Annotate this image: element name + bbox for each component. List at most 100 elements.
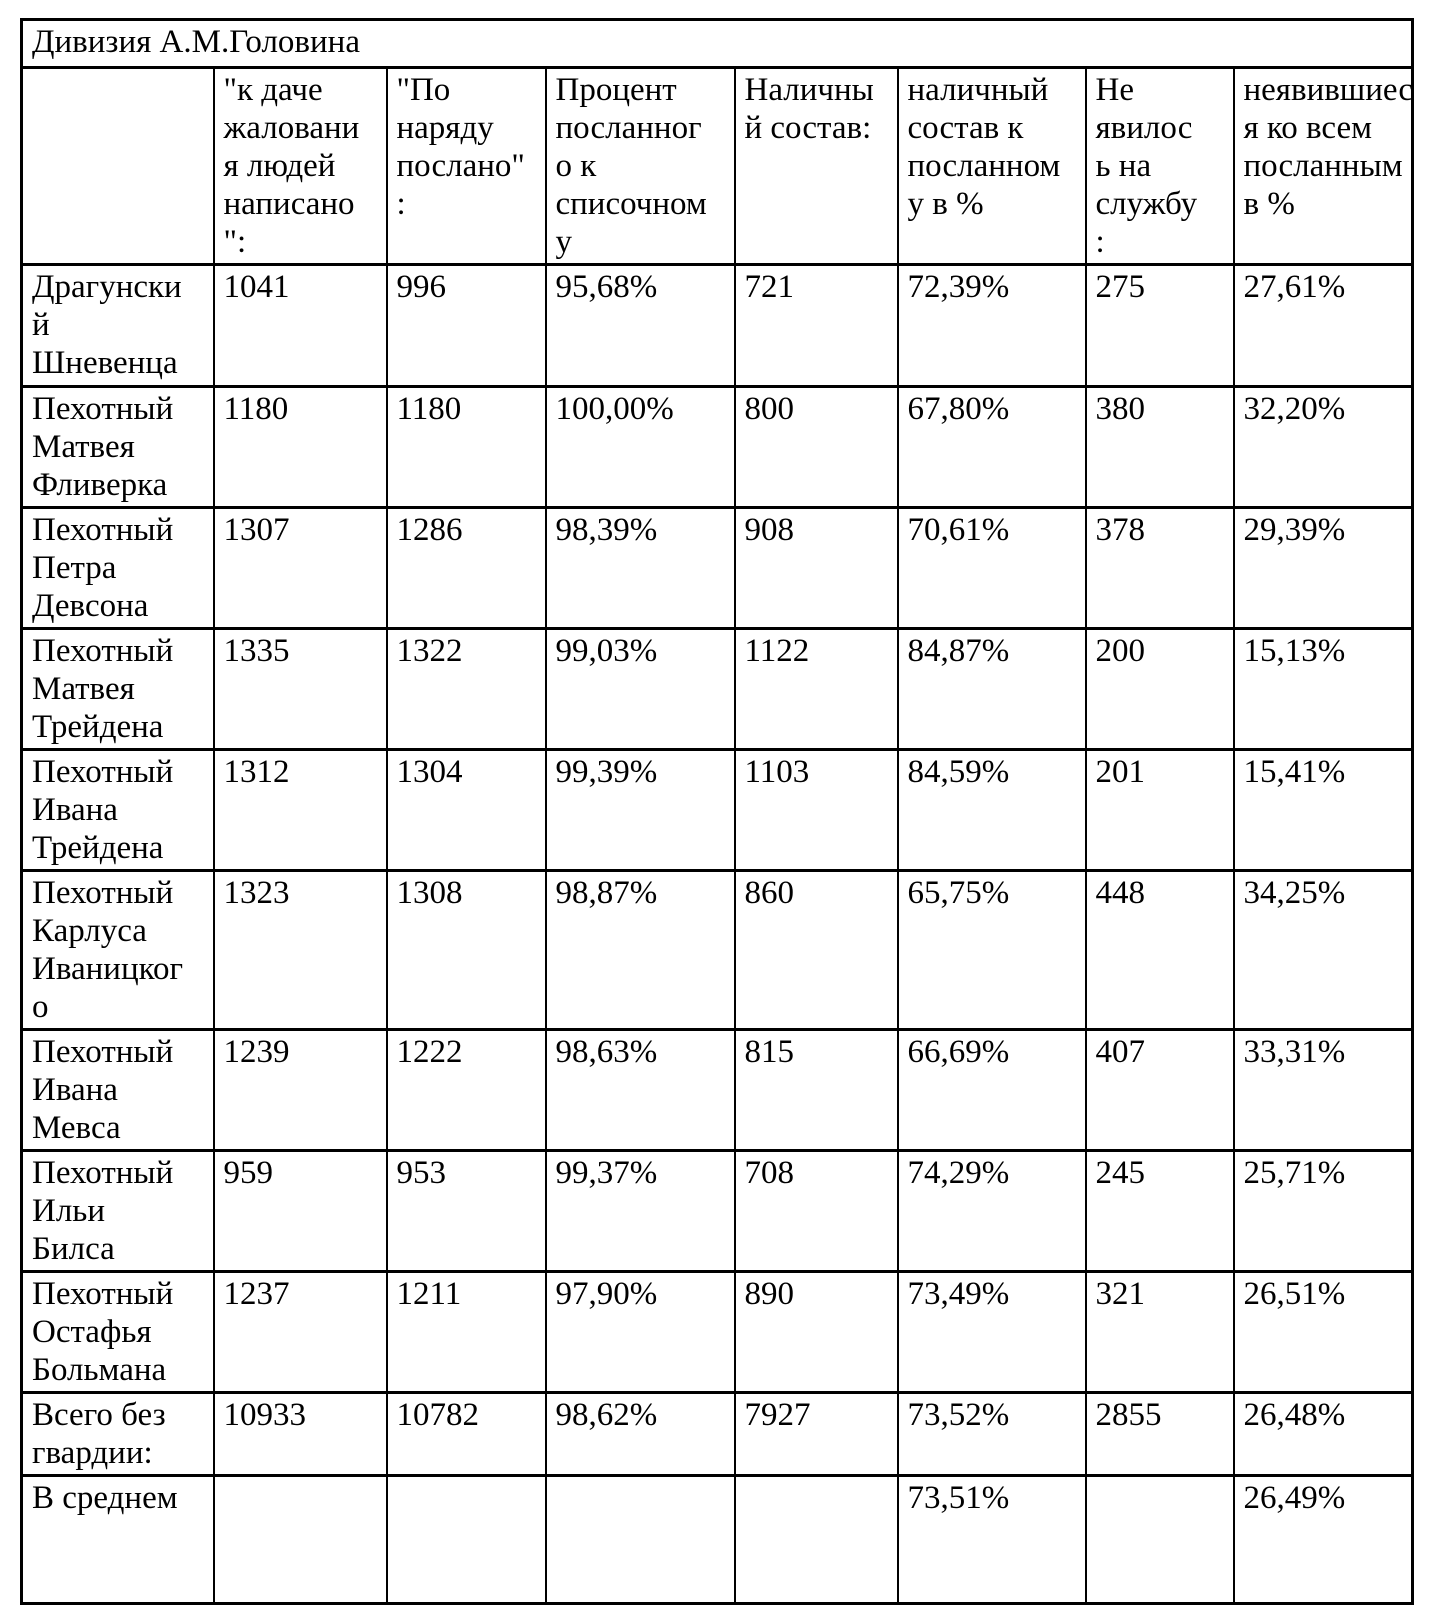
value-cell: 1122 [733, 627, 899, 751]
value-cell: 97,90% [544, 1270, 736, 1394]
value-cell: 275 [1084, 263, 1235, 388]
value-cell: 815 [733, 1028, 899, 1152]
table-row: Пехотный Ивана Трейдена 1312 1304 99,39%… [20, 748, 1414, 872]
value-cell: 407 [1084, 1028, 1235, 1152]
value-cell: 908 [733, 506, 899, 630]
value-cell: 380 [1084, 385, 1235, 509]
regiment-name-cell: Пехотный Остафья Больмана [20, 1270, 215, 1394]
value-cell: 10782 [385, 1391, 547, 1477]
regiment-name-cell: Пехотный Матвея Фливерка [20, 385, 215, 509]
value-cell: 1304 [385, 748, 547, 872]
regiment-name-cell: Пехотный Петра Девсона [20, 506, 215, 630]
column-header-not-reported: Не явилос ь на службу : [1084, 66, 1235, 266]
table-title: Дивизия А.М.Головина [20, 18, 1414, 69]
value-cell: 1041 [212, 263, 388, 388]
value-cell: 98,63% [544, 1028, 736, 1152]
value-cell: 7927 [733, 1391, 899, 1477]
value-cell [733, 1474, 899, 1605]
column-header-percent-sent: Процент посланног о к списочном у [544, 66, 736, 266]
value-cell: 10933 [212, 1391, 388, 1477]
value-cell [212, 1474, 388, 1605]
value-cell: 378 [1084, 506, 1235, 630]
table-row: Пехотный Матвея Фливерка 1180 1180 100,0… [20, 385, 1414, 509]
table-row: Пехотный Петра Девсона 1307 1286 98,39% … [20, 506, 1414, 630]
value-cell: 99,37% [544, 1149, 736, 1273]
value-cell: 72,39% [896, 263, 1087, 388]
value-cell: 1307 [212, 506, 388, 630]
table-row: Пехотный Ивана Мевса 1239 1222 98,63% 81… [20, 1028, 1414, 1152]
value-cell: 890 [733, 1270, 899, 1394]
value-cell: 73,49% [896, 1270, 1087, 1394]
value-cell: 25,71% [1232, 1149, 1414, 1273]
value-cell: 66,69% [896, 1028, 1087, 1152]
table-row-total: Всего без гвардии: 10933 10782 98,62% 79… [20, 1391, 1414, 1477]
value-cell: 1239 [212, 1028, 388, 1152]
value-cell: 98,87% [544, 869, 736, 1031]
value-cell: 201 [1084, 748, 1235, 872]
division-table: Дивизия А.М.Головина "к даче жаловани я … [20, 18, 1415, 1605]
value-cell: 73,51% [896, 1474, 1087, 1605]
value-cell: 1322 [385, 627, 547, 751]
value-cell: 15,41% [1232, 748, 1414, 872]
table-row-average: В среднем 73,51% 26,49% [20, 1474, 1414, 1605]
value-cell: 33,31% [1232, 1028, 1414, 1152]
value-cell: 27,61% [1232, 263, 1414, 388]
table-row: Пехотный Ильи Билса 959 953 99,37% 708 7… [20, 1149, 1414, 1273]
value-cell: 1103 [733, 748, 899, 872]
table-row: Драгунски й Шневенца 1041 996 95,68% 721… [20, 263, 1414, 388]
value-cell: 953 [385, 1149, 547, 1273]
value-cell: 800 [733, 385, 899, 509]
value-cell: 67,80% [896, 385, 1087, 509]
value-cell: 26,49% [1232, 1474, 1414, 1605]
title-row: Дивизия А.М.Головина [20, 18, 1414, 69]
column-header-present-to-sent-percent: наличный состав к посланном у в % [896, 66, 1087, 266]
value-cell: 245 [1084, 1149, 1235, 1273]
value-cell: 1180 [212, 385, 388, 509]
value-cell: 84,87% [896, 627, 1087, 751]
value-cell: 1237 [212, 1270, 388, 1394]
value-cell: 1323 [212, 869, 388, 1031]
column-header-regiment [20, 66, 215, 266]
value-cell: 1222 [385, 1028, 547, 1152]
regiment-name-cell: Пехотный Карлуса Иваницког о [20, 869, 215, 1031]
value-cell: 84,59% [896, 748, 1087, 872]
column-header-present-strength: Наличны й состав: [733, 66, 899, 266]
value-cell: 860 [733, 869, 899, 1031]
column-header-absent-percent: неявившиес я ко всем посланным в % [1232, 66, 1414, 266]
value-cell: 1180 [385, 385, 547, 509]
regiment-name-cell: Драгунски й Шневенца [20, 263, 215, 388]
value-cell: 100,00% [544, 385, 736, 509]
value-cell: 34,25% [1232, 869, 1414, 1031]
value-cell: 1308 [385, 869, 547, 1031]
table-row: Пехотный Остафья Больмана 1237 1211 97,9… [20, 1270, 1414, 1394]
value-cell: 1211 [385, 1270, 547, 1394]
value-cell [1084, 1474, 1235, 1605]
table-row: Пехотный Матвея Трейдена 1335 1322 99,03… [20, 627, 1414, 751]
value-cell: 95,68% [544, 263, 736, 388]
value-cell: 32,20% [1232, 385, 1414, 509]
value-cell: 448 [1084, 869, 1235, 1031]
column-header-written-for-pay: "к даче жаловани я людей написано ": [212, 66, 388, 266]
value-cell: 29,39% [1232, 506, 1414, 630]
header-row: "к даче жаловани я людей написано ": "По… [20, 66, 1414, 266]
value-cell: 15,13% [1232, 627, 1414, 751]
value-cell: 1312 [212, 748, 388, 872]
value-cell: 74,29% [896, 1149, 1087, 1273]
regiment-name-cell: Пехотный Ильи Билса [20, 1149, 215, 1273]
value-cell: 1286 [385, 506, 547, 630]
value-cell: 99,39% [544, 748, 736, 872]
regiment-name-cell: Пехотный Ивана Трейдена [20, 748, 215, 872]
value-cell: 70,61% [896, 506, 1087, 630]
regiment-name-cell: Пехотный Матвея Трейдена [20, 627, 215, 751]
column-header-sent-by-order: "По наряду послано" : [385, 66, 547, 266]
value-cell: 996 [385, 263, 547, 388]
value-cell: 99,03% [544, 627, 736, 751]
regiment-name-cell: Пехотный Ивана Мевса [20, 1028, 215, 1152]
value-cell: 65,75% [896, 869, 1087, 1031]
value-cell: 98,39% [544, 506, 736, 630]
value-cell: 1335 [212, 627, 388, 751]
value-cell: 98,62% [544, 1391, 736, 1477]
table-row: Пехотный Карлуса Иваницког о 1323 1308 9… [20, 869, 1414, 1031]
value-cell: 721 [733, 263, 899, 388]
value-cell: 73,52% [896, 1391, 1087, 1477]
